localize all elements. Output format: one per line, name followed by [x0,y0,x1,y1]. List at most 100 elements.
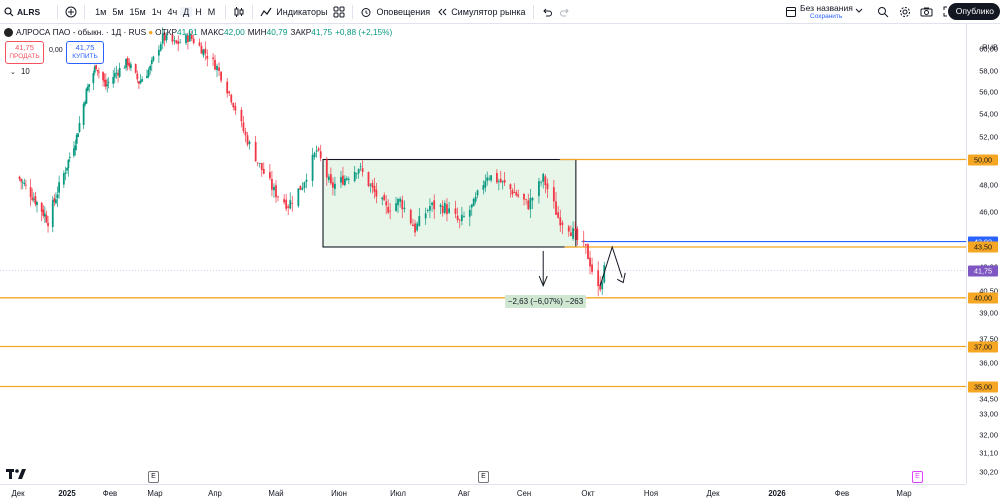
price-badge[interactable]: 50,00 [968,154,998,165]
layout-name-button[interactable]: Без названия Сохранить [786,2,866,22]
indicators-button[interactable]: Индикаторы [257,0,330,23]
candle-body [597,270,600,287]
candle-body [570,232,572,236]
candle-body [104,79,107,87]
indicators-icon [260,7,272,16]
price-tick: 34,50 [979,394,998,403]
candle-body [240,109,243,122]
candle-body [134,64,137,73]
time-axis[interactable]: Дек 2025 Фев Мар Апр Май Июн Июл Авг Сен Окт Ноя Дек… [0,484,966,503]
interval-3[interactable]: 15м [129,6,146,17]
chart-type-button[interactable] [230,0,248,23]
price-tick: 48,00 [979,180,998,189]
candle-body [416,223,419,231]
interval-6[interactable]: Д [180,6,193,17]
quick-search-button[interactable] [874,0,892,23]
separator [225,4,227,19]
candles-icon [234,6,244,17]
search-icon [878,6,889,17]
candle-body [497,181,500,183]
candle-body [490,175,492,181]
redo-button[interactable] [556,0,574,23]
candle-body [234,105,237,111]
undo-button[interactable] [538,0,556,23]
replay-button[interactable]: Симулятор рынка [433,0,528,23]
candle-body [258,163,261,165]
candle-body [214,59,216,70]
publish-button[interactable]: Опублико [947,3,1000,20]
interval-8[interactable]: М [207,6,216,17]
interval-4[interactable]: 1ч [151,6,162,17]
candle-body [141,79,144,82]
volume-legend[interactable]: ⌄ 10 [10,67,30,76]
separator [352,4,354,19]
price-tick: 46,00 [979,207,998,216]
currency-label[interactable]: RUB [982,42,998,52]
candle-body [230,94,233,103]
candle-body [385,201,388,206]
interval-5[interactable]: 4ч [167,6,178,17]
compare-button[interactable] [62,0,80,23]
candle-body [31,197,34,200]
interval-selector: 1м 5м 15м 1ч 4ч Д Н М [89,0,221,23]
snapshot-button[interactable] [917,0,936,23]
candle-body [138,81,140,84]
candle-body [552,187,555,202]
candle-body [327,176,330,181]
candle-body [476,190,479,196]
candle-body [546,183,549,190]
candle-body [340,176,342,183]
candle-body [373,185,376,192]
price-badge[interactable]: 40,00 [968,292,998,304]
time-tick: Фев [102,489,118,498]
series-title[interactable]: АЛРОСА ПАО - обыкн. · 1Д · RUS [16,27,147,37]
alerts-button[interactable]: Оповещения [357,0,433,23]
interval-7[interactable]: Н [195,6,202,17]
candle-body [74,145,77,151]
earnings-marker[interactable]: E [148,471,159,483]
symbol-search[interactable]: ALRS [0,0,43,23]
candle-body [424,213,427,219]
candle-body [503,179,506,183]
candle-body [53,198,56,202]
candle-body [591,264,593,272]
candle-body [113,73,116,78]
price-badge[interactable]: 41,75 [968,265,998,276]
sell-button[interactable]: 41,75 ПРОДАТЬ [5,41,44,64]
candle-body [482,185,485,190]
candle-body [62,173,65,185]
candle-body [441,205,444,214]
price-chart[interactable] [0,24,966,484]
buy-button[interactable]: 41,75 КУПИТЬ [66,41,104,64]
price-badge[interactable]: 43,50 [968,241,998,253]
price-badge[interactable]: 37,00 [968,341,998,352]
sell-price: 41,75 [15,43,34,52]
candle-body [403,207,406,210]
candle-body [325,159,328,178]
candle-body [115,72,118,74]
candle-body [43,213,46,217]
interval-1[interactable]: 1м [95,6,107,17]
price-axis[interactable]: RUB 60,00 58,00 56,00 54,00 52,00 50,00 48,00 4… [966,24,1000,484]
tradingview-logo [6,466,26,482]
separator [57,4,59,19]
settings-button[interactable] [896,0,914,23]
candle-body [544,176,547,186]
candle-body [126,58,129,65]
candle-body [271,178,273,190]
candle-body [448,208,450,213]
earnings-marker[interactable]: E [912,471,923,483]
candle-body [332,182,334,188]
interval-2[interactable]: 5м [112,6,124,17]
open-label: ОТКР [155,27,178,37]
price-badge[interactable]: 35,00 [968,381,998,392]
candle-body [499,178,502,183]
candle-body [187,35,189,42]
templates-button[interactable] [330,0,348,23]
candle-body [66,167,68,171]
earnings-marker[interactable]: E [478,471,489,483]
candle-body [285,199,288,209]
candle-body [150,60,153,65]
candle-body [244,131,247,136]
candle-body [484,181,487,188]
